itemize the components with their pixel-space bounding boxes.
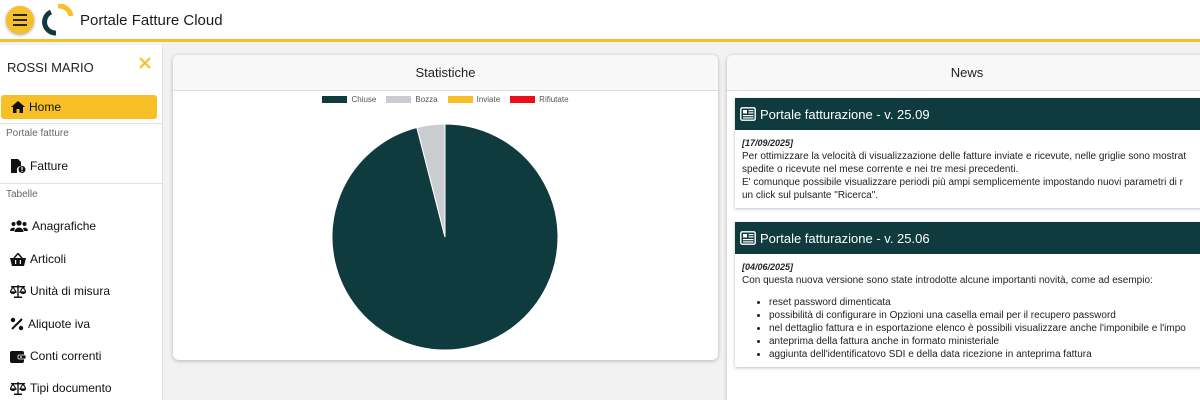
legend-item-chiuse[interactable]: Chiuse (322, 95, 376, 104)
wallet-icon (10, 350, 26, 363)
news-text: spedite o ricevute nel mese corrente e n… (742, 164, 1019, 175)
pie-chart (331, 123, 559, 351)
legend-item-rifiutate[interactable]: Rifiutate (510, 95, 569, 104)
pie-slice-bozza[interactable] (416, 123, 446, 238)
sidebar: ROSSI MARIO Home Portale fatture Fatture… (0, 45, 163, 400)
newspaper-icon (740, 107, 756, 121)
sidebar-item-label: Anagrafiche (32, 219, 97, 233)
news-title: News (727, 55, 1200, 91)
percent-icon (10, 317, 24, 331)
divider (0, 183, 162, 184)
sidebar-item-label: Aliquote iva (28, 317, 91, 331)
stats-title: Statistiche (173, 55, 718, 91)
news-item-body: [04/06/2025] Con questa nuova versione s… (735, 254, 1200, 367)
home-icon (11, 101, 25, 113)
section-label: Tabelle (6, 189, 38, 200)
legend-item-bozza[interactable]: Bozza (386, 95, 438, 104)
news-bullet-list: reset password dimenticata possibilità d… (742, 296, 1199, 361)
news-bullet: anteprima della fattura anche in formato… (769, 335, 1199, 348)
news-item: Portale fatturazione - v. 25.06 [04/06/2… (735, 222, 1200, 367)
news-item-title: Portale fatturazione - v. 25.06 (760, 230, 930, 246)
stats-card: Statistiche Chiuse Bozza Inviate Rifiutate (173, 55, 718, 360)
news-text: Per ottimizzare la velocità di visualizz… (742, 151, 1187, 162)
news-item-body: [17/09/2025] Per ottimizzare la velocità… (735, 130, 1200, 208)
menu-button[interactable] (6, 6, 34, 34)
legend-label: Rifiutate (539, 95, 569, 104)
user-name: ROSSI MARIO (7, 60, 94, 75)
news-date: [04/06/2025] (742, 262, 794, 272)
news-bullet: possibilità di configurare in Opzioni un… (769, 309, 1199, 322)
sidebar-item-aliquote-iva[interactable]: Aliquote iva (10, 313, 90, 335)
sidebar-item-anagrafiche[interactable]: Anagrafiche (10, 215, 96, 237)
legend-swatch (447, 96, 473, 103)
sidebar-item-label: Unità di misura (30, 284, 111, 298)
news-date: [17/09/2025] (742, 138, 794, 148)
news-item-title: Portale fatturazione - v. 25.09 (760, 106, 930, 122)
divider (0, 123, 162, 124)
sidebar-item-unita-misura[interactable]: Unità di misura (10, 280, 110, 302)
news-text: E' comunque possibile visualizzare perio… (742, 177, 1184, 188)
news-item-header: Portale fatturazione - v. 25.06 (735, 222, 1200, 254)
news-item: Portale fatturazione - v. 25.09 [17/09/2… (735, 98, 1200, 208)
logo-icon (42, 4, 74, 36)
news-text: un click sul pulsante "Ricerca". (742, 190, 879, 201)
legend-item-inviate[interactable]: Inviate (447, 95, 501, 104)
sidebar-item-conti-correnti[interactable]: Conti correnti (10, 345, 101, 367)
sidebar-item-label: Conti correnti (30, 349, 102, 363)
top-bar: Portale Fatture Cloud (0, 0, 1200, 42)
sidebar-item-label: Home (29, 100, 62, 114)
news-bullet: aggiunta dell'identificatovo SDI e della… (769, 348, 1199, 361)
newspaper-icon (740, 231, 756, 245)
basket-icon (10, 252, 26, 266)
legend-label: Chiuse (351, 95, 377, 104)
scale-icon (10, 285, 26, 298)
app-title: Portale Fatture Cloud (80, 12, 223, 29)
sidebar-item-label: Articoli (30, 252, 67, 266)
sidebar-item-fatture[interactable]: Fatture (10, 155, 68, 177)
close-icon[interactable] (137, 55, 153, 71)
sidebar-item-label: Fatture (30, 159, 69, 173)
sidebar-item-tipi-documento[interactable]: Tipi documento (10, 377, 112, 399)
legend-label: Bozza (415, 95, 438, 104)
legend-swatch (510, 96, 536, 103)
sidebar-item-articoli[interactable]: Articoli (10, 248, 66, 270)
news-item-header: Portale fatturazione - v. 25.09 (735, 98, 1200, 130)
news-bullet: reset password dimenticata (769, 296, 1199, 309)
news-bullet: nel dettaglio fattura e in esportazione … (769, 322, 1199, 335)
section-label: Portale fatture (6, 128, 69, 139)
scale-icon (10, 382, 26, 395)
hamburger-icon (13, 14, 27, 26)
chart-legend: Chiuse Bozza Inviate Rifiutate (173, 95, 718, 104)
users-icon (10, 220, 28, 232)
sidebar-item-label: Tipi documento (30, 381, 112, 395)
news-text: Con questa nuova versione sono state int… (742, 275, 1153, 286)
legend-swatch (386, 96, 412, 103)
legend-swatch (322, 96, 348, 103)
sidebar-item-home[interactable]: Home (1, 95, 157, 119)
invoice-icon (11, 159, 26, 173)
legend-label: Inviate (476, 95, 501, 104)
